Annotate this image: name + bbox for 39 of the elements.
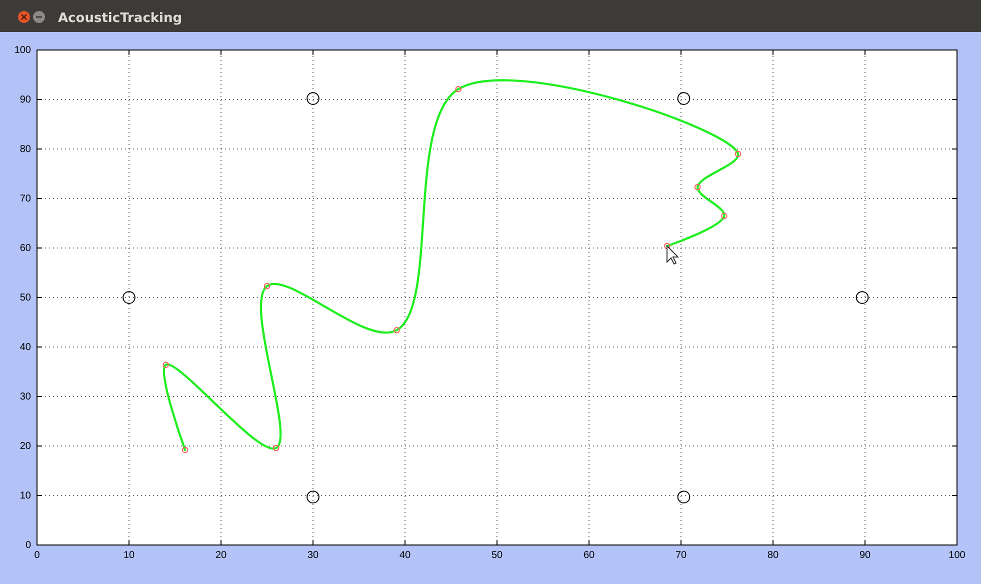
y-tick-label: 100 xyxy=(14,45,32,56)
y-tick-label: 90 xyxy=(20,94,32,106)
x-tick-label: 30 xyxy=(307,550,319,562)
x-tick-label: 100 xyxy=(948,550,966,562)
point xyxy=(694,184,701,190)
point xyxy=(394,327,400,334)
point xyxy=(182,446,188,454)
point xyxy=(264,282,270,290)
point xyxy=(122,291,136,304)
y-tick-label: 50 xyxy=(20,292,32,304)
y-tick-label: 70 xyxy=(20,194,32,205)
point xyxy=(677,92,690,105)
point xyxy=(273,444,280,452)
x-tick-label: 70 xyxy=(675,550,687,562)
y-tick-label: 40 xyxy=(20,342,32,354)
x-tick-label: 10 xyxy=(123,550,135,562)
point xyxy=(306,92,320,105)
point xyxy=(721,212,728,219)
point xyxy=(162,362,169,368)
point xyxy=(455,86,462,92)
x-tick-label: 50 xyxy=(491,550,503,562)
x-tick-label: 60 xyxy=(583,550,595,562)
x-tick-label: 90 xyxy=(859,550,871,562)
point xyxy=(677,490,690,504)
y-tick-label: 0 xyxy=(25,540,32,552)
x-tick-label: 20 xyxy=(215,550,227,562)
point xyxy=(306,490,320,504)
x-tick-label: 40 xyxy=(399,550,411,562)
point xyxy=(664,242,670,250)
y-tick-label: 30 xyxy=(20,392,32,403)
chart-title: AcousticTracking xyxy=(58,11,182,26)
point xyxy=(734,150,742,158)
y-tick-label: 60 xyxy=(20,243,32,254)
x-tick-label: 80 xyxy=(767,550,779,562)
y-tick-label: 80 xyxy=(20,144,32,156)
point xyxy=(856,291,869,304)
x-tick-label: 0 xyxy=(34,550,40,562)
y-tick-label: 10 xyxy=(20,490,32,502)
y-tick-label: 20 xyxy=(20,441,32,452)
